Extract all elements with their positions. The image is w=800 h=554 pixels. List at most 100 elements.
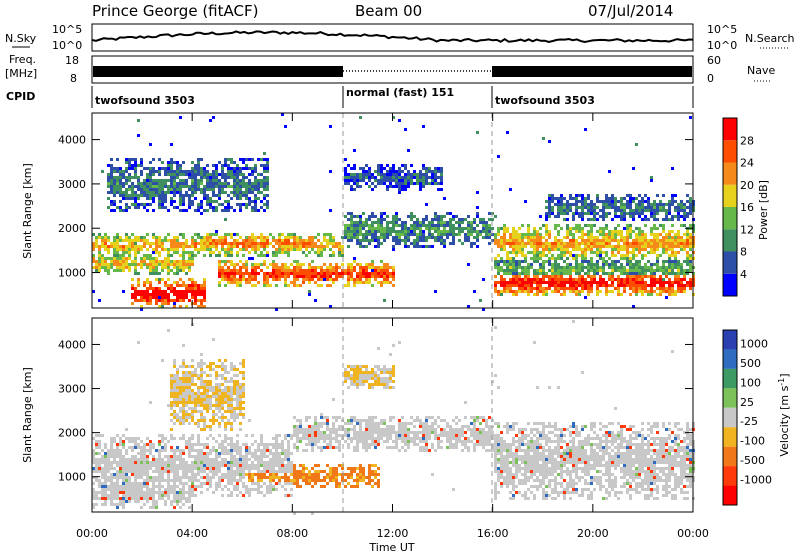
heatmap-cell <box>173 392 176 395</box>
heatmap-cell <box>152 185 155 188</box>
heatmap-cell <box>473 236 476 239</box>
heatmap-cell <box>179 506 182 509</box>
heatmap-cell <box>179 173 182 176</box>
heatmap-cell <box>230 482 233 485</box>
heatmap-cell <box>599 239 602 242</box>
heatmap-cell <box>95 260 98 263</box>
heatmap-cell <box>539 263 542 266</box>
heatmap-cell <box>233 278 236 281</box>
heatmap-cell <box>185 446 188 449</box>
heatmap-cell <box>365 272 368 275</box>
heatmap-cell <box>113 242 116 245</box>
heatmap-cell <box>623 284 626 287</box>
heatmap-cell <box>677 245 680 248</box>
heatmap-cell <box>509 278 512 281</box>
heatmap-cell <box>425 218 428 221</box>
heatmap-cell <box>110 440 113 443</box>
heatmap-cell <box>626 251 629 254</box>
heatmap-cell <box>140 476 143 479</box>
heatmap-cell <box>101 491 104 494</box>
heatmap-cell <box>686 242 689 245</box>
heatmap-cell <box>230 404 233 407</box>
heatmap-cell <box>587 239 590 242</box>
heatmap-cell <box>440 218 443 221</box>
heatmap-cell <box>380 224 383 227</box>
heatmap-cell <box>323 233 326 236</box>
heatmap-cell <box>641 293 644 296</box>
heatmap-cell <box>227 281 230 284</box>
heatmap-cell <box>671 242 674 245</box>
heatmap-cell <box>146 248 149 251</box>
heatmap-cell <box>296 245 299 248</box>
heatmap-cell <box>212 164 215 167</box>
heatmap-cell <box>176 377 179 380</box>
heatmap-cell <box>164 182 167 185</box>
heatmap-cell <box>677 206 680 209</box>
heatmap-cell <box>197 437 200 440</box>
heatmap-cell <box>179 422 182 425</box>
heatmap-cell <box>503 227 506 230</box>
heatmap-cell <box>104 239 107 242</box>
heatmap-cell <box>662 284 665 287</box>
heatmap-cell <box>119 173 122 176</box>
heatmap-cell <box>512 284 515 287</box>
heatmap-cell <box>560 284 563 287</box>
heatmap-cell <box>335 242 338 245</box>
heatmap-cell <box>683 212 686 215</box>
heatmap-cell <box>176 449 179 452</box>
heatmap-cell <box>224 173 227 176</box>
heatmap-cell <box>638 251 641 254</box>
heatmap-cell <box>170 446 173 449</box>
heatmap-cell <box>104 494 107 497</box>
heatmap-cell <box>623 212 626 215</box>
heatmap-cell <box>401 179 404 182</box>
heatmap-cell <box>158 443 161 446</box>
heatmap-cell <box>98 491 101 494</box>
heatmap-cell <box>626 236 629 239</box>
heatmap-cell <box>632 254 635 257</box>
heatmap-cell <box>545 239 548 242</box>
heatmap-cell <box>131 494 134 497</box>
heatmap-cell <box>635 239 638 242</box>
heatmap-cell <box>458 233 461 236</box>
heatmap-cell <box>566 278 569 281</box>
heatmap-cell <box>626 260 629 263</box>
heatmap-cell <box>344 158 347 161</box>
heatmap-cell <box>272 272 275 275</box>
heatmap-cell <box>230 401 233 404</box>
heatmap-cell <box>377 269 380 272</box>
heatmap-cell <box>182 419 185 422</box>
heatmap-cell <box>203 191 206 194</box>
heatmap-cell <box>620 197 623 200</box>
heatmap-cell <box>611 200 614 203</box>
heatmap-cell <box>677 272 680 275</box>
heatmap-cell <box>167 170 170 173</box>
heatmap-cell <box>671 266 674 269</box>
heatmap-cell <box>566 257 569 260</box>
heatmap-cell <box>560 272 563 275</box>
heatmap-cell <box>407 239 410 242</box>
heatmap-cell <box>158 482 161 485</box>
heatmap-cell <box>566 227 569 230</box>
heatmap-cell <box>614 269 617 272</box>
heatmap-cell <box>293 281 296 284</box>
heatmap-cell <box>413 233 416 236</box>
heatmap-cell <box>632 215 635 218</box>
heatmap-cell <box>155 170 158 173</box>
heatmap-cell <box>554 263 557 266</box>
heatmap-cell <box>212 422 215 425</box>
heatmap-cell <box>218 485 221 488</box>
heatmap-cell <box>569 266 572 269</box>
heatmap-cell <box>206 476 209 479</box>
heatmap-cell <box>446 221 449 224</box>
heatmap-cell <box>161 449 164 452</box>
heatmap-cell <box>233 191 236 194</box>
heatmap-cell <box>149 497 152 500</box>
heatmap-cell <box>227 467 230 470</box>
heatmap-cell <box>251 266 254 269</box>
heatmap-cell <box>428 227 431 230</box>
heatmap-cell <box>629 224 632 227</box>
heatmap-cell <box>104 446 107 449</box>
heatmap-cell <box>422 182 425 185</box>
heatmap-cell <box>134 272 137 275</box>
